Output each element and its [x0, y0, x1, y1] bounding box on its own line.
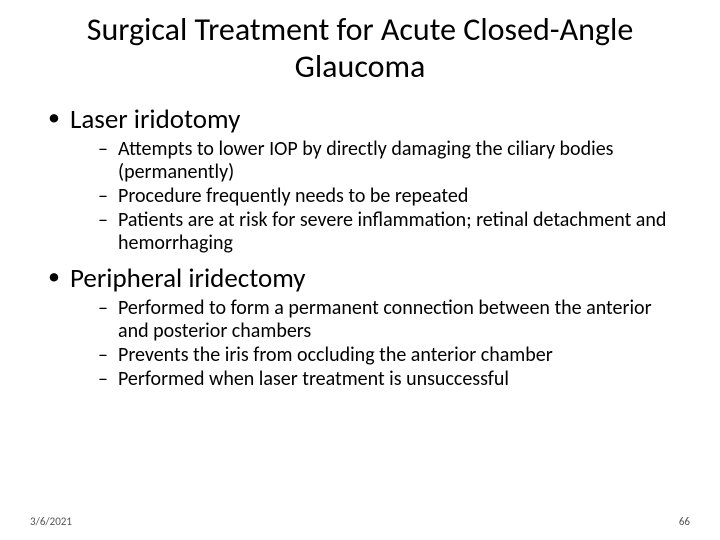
list-item-label: Prevents the iris from occluding the ant… [118, 343, 553, 367]
list-item: Patients are at risk for severe inflamma… [70, 209, 680, 255]
list-item: Performed when laser treatment is unsucc… [70, 368, 680, 391]
bullet-list: Laser iridotomy Attempts to lower IOP by… [44, 104, 680, 392]
list-item-label: Performed when laser treatment is unsucc… [118, 367, 509, 391]
list-item-label: Laser iridotomy [70, 103, 240, 136]
list-item-label: Performed to form a permanent connection… [118, 296, 652, 343]
list-item: Peripheral iridectomy Performed to form … [44, 263, 680, 391]
footer-date: 3/6/2021 [30, 515, 72, 528]
slide: Surgical Treatment for Acute Closed-Angl… [0, 0, 720, 540]
slide-footer: 3/6/2021 66 [0, 508, 720, 528]
content-body: Laser iridotomy Attempts to lower IOP by… [40, 104, 680, 392]
sub-bullet-list: Performed to form a permanent connection… [70, 297, 680, 391]
page-title: Surgical Treatment for Acute Closed-Angl… [40, 12, 680, 86]
list-item-label: Patients are at risk for severe inflamma… [118, 208, 666, 255]
sub-bullet-list: Attempts to lower IOP by directly damagi… [70, 138, 680, 255]
footer-page-number: 66 [679, 515, 690, 528]
list-item: Attempts to lower IOP by directly damagi… [70, 138, 680, 184]
list-item-label: Peripheral iridectomy [70, 262, 306, 295]
list-item: Laser iridotomy Attempts to lower IOP by… [44, 104, 680, 255]
list-item-label: Attempts to lower IOP by directly damagi… [118, 137, 613, 184]
list-item: Prevents the iris from occluding the ant… [70, 344, 680, 367]
list-item: Performed to form a permanent connection… [70, 297, 680, 343]
list-item-label: Procedure frequently needs to be repeate… [118, 184, 468, 208]
list-item: Procedure frequently needs to be repeate… [70, 185, 680, 208]
